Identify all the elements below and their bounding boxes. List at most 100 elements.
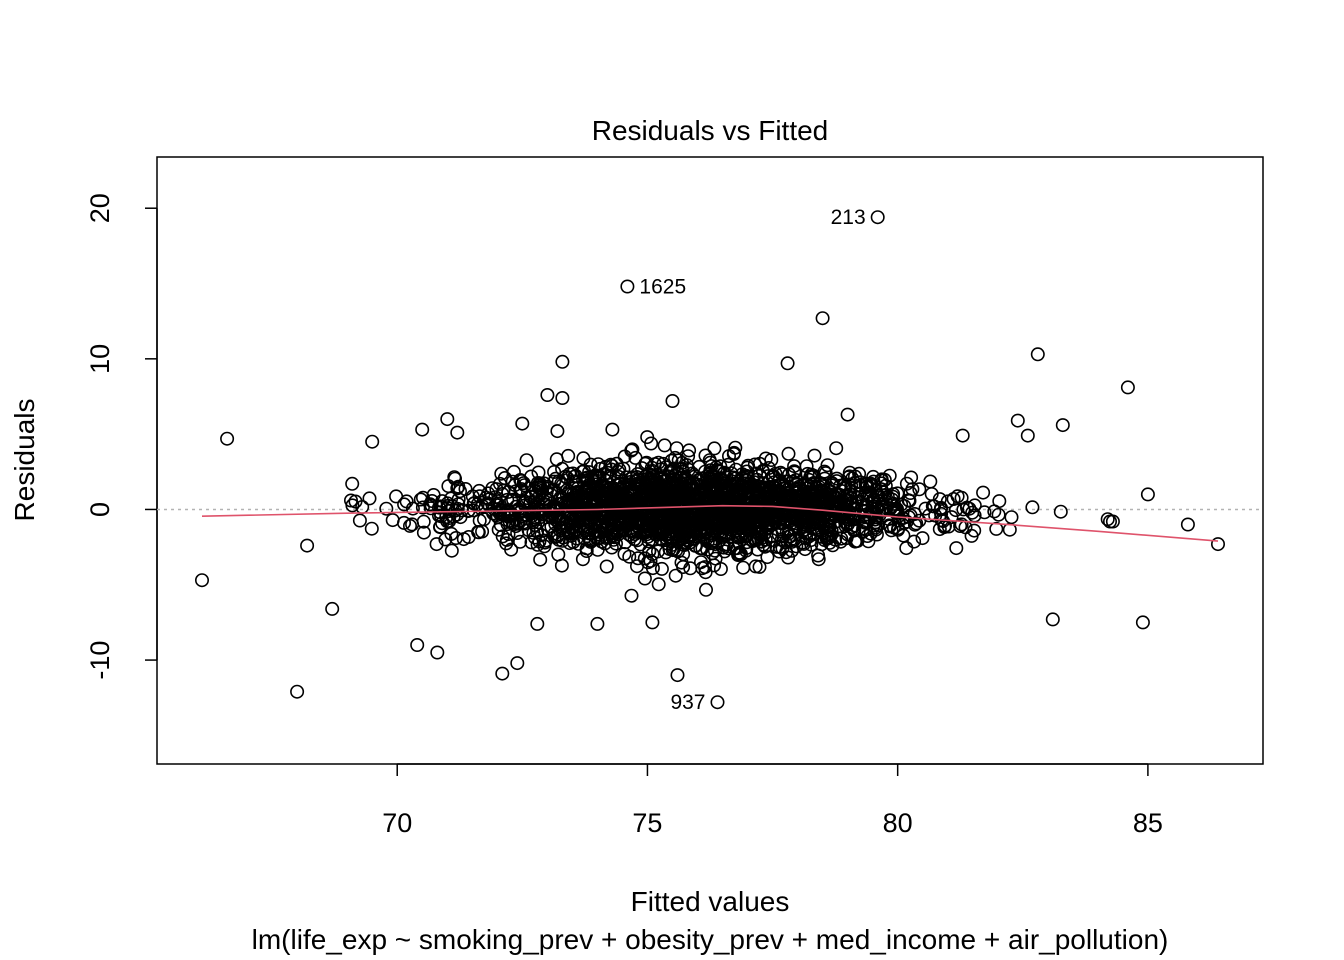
data-point: [516, 515, 531, 530]
data-point: [682, 443, 697, 458]
data-point: [599, 559, 614, 574]
data-point: [797, 487, 812, 502]
data-point: [431, 500, 446, 515]
data-point: [869, 522, 884, 537]
data-point: [933, 502, 948, 517]
data-point: [620, 279, 635, 294]
data-point: [815, 311, 830, 326]
data-point: [458, 481, 473, 496]
data-point: [653, 526, 668, 541]
data-point: [1030, 347, 1045, 362]
data-point: [877, 472, 892, 487]
data-point: [680, 488, 695, 503]
data-point: [494, 466, 509, 481]
data-point: [1025, 500, 1040, 515]
data-point: [578, 523, 593, 538]
data-point: [698, 582, 713, 597]
data-point: [695, 561, 710, 576]
data-point: [590, 542, 605, 557]
data-point: [664, 477, 679, 492]
x-axis-title: Fitted values: [631, 886, 790, 917]
data-point: [456, 532, 471, 547]
data-point: [768, 514, 783, 529]
model-formula-subtitle: lm(life_exp ~ smoking_prev + obesity_pre…: [252, 924, 1169, 955]
data-point: [444, 543, 459, 558]
data-point: [554, 558, 569, 573]
data-point: [781, 446, 796, 461]
data-point: [575, 504, 590, 519]
y-axis: -10 0 10 20: [85, 193, 158, 680]
data-point: [902, 493, 917, 508]
data-point: [738, 528, 753, 543]
data-point: [834, 494, 849, 509]
data-point: [766, 475, 781, 490]
data-point: [385, 513, 400, 528]
data-point: [918, 501, 933, 516]
data-point: [688, 518, 703, 533]
data-point: [413, 492, 428, 507]
data-point: [410, 637, 425, 652]
outlier-label: 213: [831, 206, 866, 229]
data-point: [799, 515, 814, 530]
data-point: [773, 465, 788, 480]
data-point: [669, 526, 684, 541]
data-point: [645, 546, 660, 561]
data-point: [621, 504, 636, 519]
data-point: [651, 577, 666, 592]
data-point: [465, 489, 480, 504]
data-point: [658, 545, 673, 560]
data-point: [1020, 428, 1035, 443]
data-point: [514, 482, 529, 497]
data-point: [728, 440, 743, 455]
data-point: [700, 477, 715, 492]
data-point: [712, 526, 727, 541]
y-axis-title: Residuals: [9, 399, 40, 522]
x-tick-label: 80: [883, 808, 913, 838]
data-point: [510, 656, 525, 671]
data-point: [822, 520, 837, 535]
data-point: [641, 489, 656, 504]
data-point: [415, 500, 430, 515]
x-tick-label: 85: [1133, 808, 1163, 838]
data-point: [540, 479, 555, 494]
data-point: [653, 471, 668, 486]
chart-title: Residuals vs Fitted: [592, 115, 829, 146]
data-point: [416, 514, 431, 529]
data-point: [816, 518, 831, 533]
data-point: [752, 503, 767, 518]
data-point: [399, 494, 414, 509]
data-point: [967, 523, 982, 538]
data-point: [415, 422, 430, 437]
data-point: [540, 387, 555, 402]
data-point: [654, 561, 669, 576]
data-point: [396, 515, 411, 530]
data-point: [840, 407, 855, 422]
data-point: [533, 552, 548, 567]
data-point: [472, 489, 487, 504]
data-point: [655, 510, 670, 525]
data-point: [674, 555, 689, 570]
data-point: [829, 441, 844, 456]
data-point: [750, 501, 765, 516]
data-point: [1053, 504, 1068, 519]
data-point: [847, 534, 862, 549]
data-point: [451, 479, 466, 494]
data-point: [770, 492, 785, 507]
data-point: [501, 527, 516, 542]
data-point: [768, 466, 783, 481]
data-point: [890, 486, 905, 501]
data-point: [779, 545, 794, 560]
data-point: [745, 533, 760, 548]
data-point: [811, 552, 826, 567]
data-point: [362, 491, 377, 506]
data-point: [605, 422, 620, 437]
data-point: [819, 528, 834, 543]
data-point: [849, 501, 864, 516]
data-point: [481, 486, 496, 501]
data-point: [618, 535, 633, 550]
data-point: [909, 516, 924, 531]
data-point: [1105, 514, 1120, 529]
data-point: [641, 492, 656, 507]
data-point: [562, 466, 577, 481]
data-point: [904, 470, 919, 485]
